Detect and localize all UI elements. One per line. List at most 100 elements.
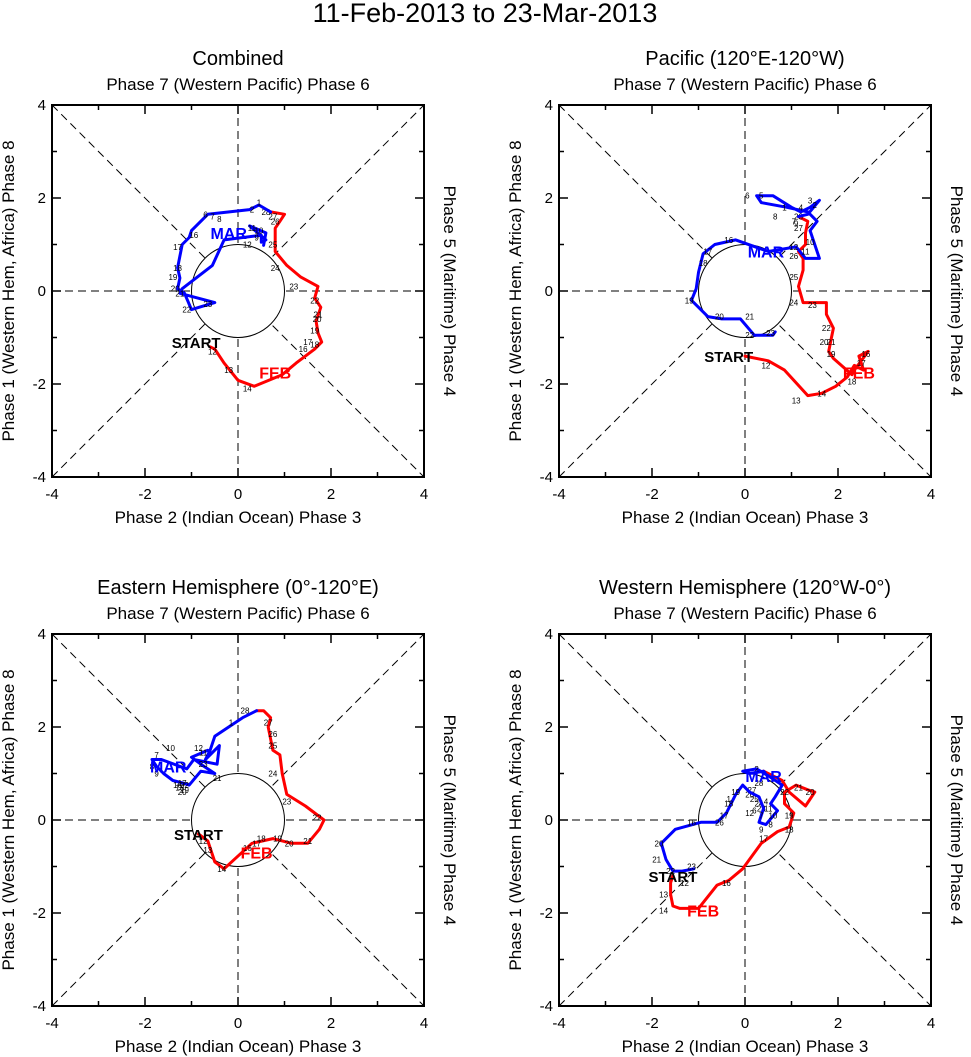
- day-label: 28: [754, 779, 763, 788]
- day-label: 12: [208, 347, 217, 356]
- day-label: 24: [789, 299, 798, 308]
- day-label: 21: [175, 289, 184, 298]
- y-tick-label: -4: [33, 998, 46, 1015]
- day-label: 21: [827, 338, 836, 347]
- day-label: 9: [254, 234, 259, 243]
- x-tick-label: 4: [927, 1015, 935, 1032]
- day-label: 21: [314, 310, 323, 319]
- day-label: 18: [173, 264, 182, 273]
- day-label: 11: [764, 804, 773, 813]
- day-label: 27: [264, 718, 273, 727]
- day-label: 6: [752, 807, 757, 816]
- x-tick-label: 0: [234, 1015, 242, 1032]
- day-label: 11: [801, 247, 810, 256]
- x-axis-label: Phase 2 (Indian Ocean) Phase 3: [622, 508, 869, 527]
- day-label: 3: [808, 196, 813, 205]
- day-label: 12: [199, 837, 208, 846]
- day-label: 23: [203, 300, 212, 309]
- day-label: 24: [271, 264, 280, 273]
- day-label: 12: [761, 361, 770, 370]
- day-label: 19: [685, 296, 694, 305]
- day-label: 26: [745, 790, 754, 799]
- day-label: 26: [271, 217, 280, 226]
- y-tick-label: 2: [545, 190, 553, 207]
- month-label: MAR: [745, 769, 782, 786]
- month-label: FEB: [241, 846, 273, 863]
- day-label: 14: [817, 389, 826, 398]
- phase-panel-1: Combined Phase 7 (Western Pacific) Phase …: [0, 48, 459, 527]
- day-label: 22: [666, 867, 675, 876]
- panel-title: Western Hemisphere (120°W-0°): [599, 577, 891, 599]
- y-axis-label: Phase 1 (Western Hem, Africa) Phase 8: [506, 669, 525, 970]
- y-tick-label: 0: [38, 812, 46, 829]
- day-label: 12: [745, 809, 754, 818]
- trajectory-line: [669, 769, 817, 910]
- top-axis-label: Phase 7 (Western Pacific) Phase 6: [613, 604, 876, 623]
- trajectory-line: [150, 709, 259, 787]
- day-label: 22: [313, 814, 322, 823]
- day-label: 1: [257, 199, 262, 208]
- day-label: 1: [229, 718, 234, 727]
- month-label: MAR: [210, 226, 247, 243]
- day-label: 1: [782, 203, 787, 212]
- day-label: 18: [175, 783, 184, 792]
- month-label: FEB: [843, 365, 875, 382]
- day-label: 7: [759, 811, 764, 820]
- day-label: 21: [652, 856, 661, 865]
- day-label: 2: [754, 765, 759, 774]
- y-tick-label: 2: [38, 719, 46, 736]
- day-label: 23: [766, 329, 775, 338]
- day-label: 21: [745, 313, 754, 322]
- x-tick-label: -4: [552, 486, 565, 503]
- month-label: MAR: [150, 760, 187, 777]
- day-label: 16: [861, 350, 870, 359]
- day-label: 17: [178, 779, 187, 788]
- day-label: 12: [243, 241, 252, 250]
- day-label: 20: [178, 788, 187, 797]
- day-label: 22: [822, 324, 831, 333]
- phase-panel-2: Pacific (120°E-120°W) Phase 7 (Western Pa…: [506, 48, 966, 527]
- day-label: 6: [203, 210, 208, 219]
- day-label: 10: [166, 744, 175, 753]
- x-tick-label: 0: [741, 1015, 749, 1032]
- day-label: 25: [268, 742, 277, 751]
- day-label: 6: [745, 192, 750, 201]
- day-label: 19: [273, 835, 282, 844]
- day-label: 26: [789, 252, 798, 261]
- day-label: 17: [303, 338, 312, 347]
- y-tick-label: -4: [540, 998, 553, 1015]
- day-label: 9: [759, 825, 764, 834]
- day-label: 20: [285, 839, 294, 848]
- day-label: 2: [813, 201, 818, 210]
- month-label: FEB: [687, 904, 719, 921]
- day-label: 16: [299, 345, 308, 354]
- y-tick-label: -4: [540, 469, 553, 486]
- y-tick-label: -4: [33, 469, 46, 486]
- day-label: 28: [261, 208, 270, 217]
- day-label: 7: [154, 751, 159, 760]
- y-tick-label: -2: [33, 905, 46, 922]
- day-label: 14: [217, 865, 226, 874]
- day-label: 16: [722, 879, 731, 888]
- y-axis-label: Phase 1 (Western Hem, Africa) Phase 8: [0, 140, 18, 441]
- day-label: 12: [194, 744, 203, 753]
- day-label: 13: [659, 890, 668, 899]
- day-label: 23: [687, 863, 696, 872]
- day-label: 19: [785, 811, 794, 820]
- right-axis-label: Phase 5 (Maritime) Phase 4: [947, 715, 966, 926]
- day-label: 17: [252, 839, 261, 848]
- day-label: 17: [703, 247, 712, 256]
- day-label: 16: [189, 231, 198, 240]
- day-label: 8: [768, 821, 773, 830]
- day-label: 26: [268, 730, 277, 739]
- day-label: 16: [724, 236, 733, 245]
- x-tick-label: -4: [45, 1015, 58, 1032]
- day-label: 8: [773, 213, 778, 222]
- day-label: 25: [268, 241, 277, 250]
- day-label: 21: [303, 837, 312, 846]
- x-tick-label: -4: [552, 1015, 565, 1032]
- day-label: 26: [715, 818, 724, 827]
